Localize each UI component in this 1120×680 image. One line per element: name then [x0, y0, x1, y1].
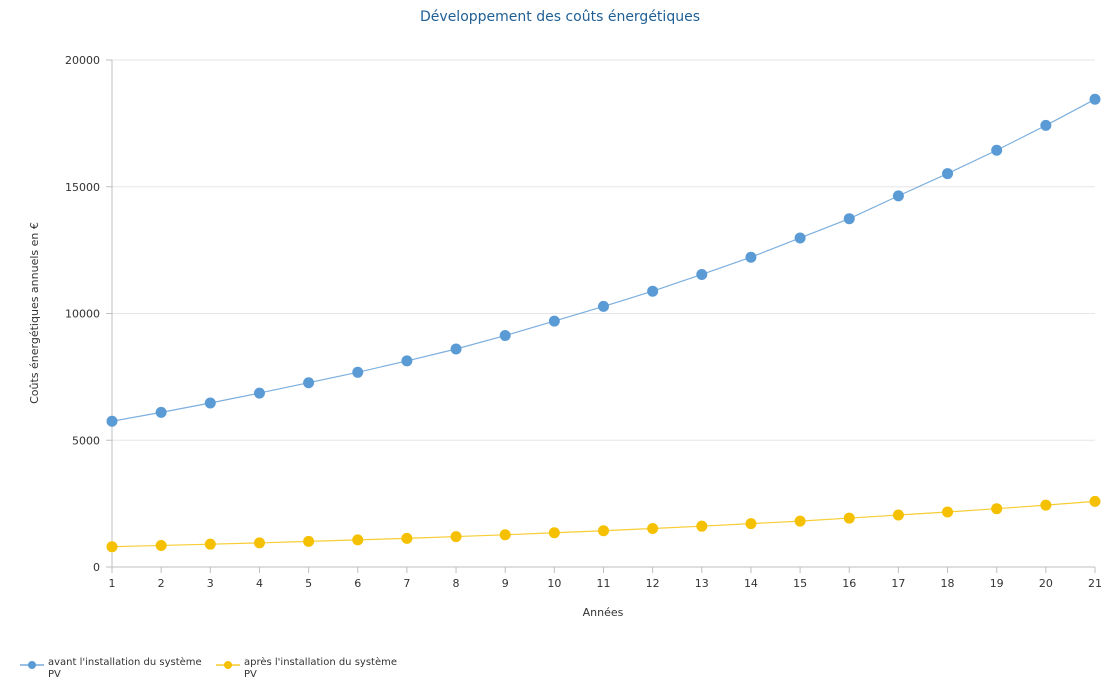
x-tick-label: 9: [502, 577, 509, 590]
x-tick-label: 8: [453, 577, 460, 590]
chart-title: Développement des coûts énergétiques: [420, 9, 700, 25]
x-tick-label: 3: [207, 577, 214, 590]
x-tick-label: 15: [793, 577, 807, 590]
data-point[interactable]: [892, 190, 904, 202]
data-point[interactable]: [548, 315, 560, 327]
data-point[interactable]: [352, 534, 364, 546]
data-point[interactable]: [253, 537, 265, 549]
data-point[interactable]: [204, 538, 216, 550]
legend-label: avant l'installation du système: [48, 656, 202, 668]
data-point[interactable]: [548, 527, 560, 539]
data-point[interactable]: [598, 525, 609, 537]
x-tick-label: 2: [158, 577, 165, 590]
data-point[interactable]: [696, 520, 708, 532]
x-tick-label: 10: [547, 577, 561, 590]
x-tick-label: 5: [305, 577, 312, 590]
data-point[interactable]: [794, 515, 806, 527]
data-point[interactable]: [401, 355, 413, 367]
y-axis-label: Coûts énergétiques annuels en €: [28, 222, 41, 404]
legend-label: PV: [244, 669, 257, 680]
data-point[interactable]: [106, 415, 118, 427]
data-point[interactable]: [450, 531, 462, 543]
y-tick-label: 5000: [72, 434, 100, 447]
data-point[interactable]: [1089, 495, 1101, 507]
x-tick-label: 1: [109, 577, 116, 590]
x-tick-labels: 1 2 3 4 5 6 7 8 9 10 11 12 13 14 15 16 17 18 19 20 21: [109, 577, 1103, 590]
data-point[interactable]: [942, 168, 954, 180]
y-tick-label: 20000: [65, 54, 100, 67]
data-point[interactable]: [745, 518, 757, 530]
data-point[interactable]: [253, 387, 265, 399]
data-point[interactable]: [499, 330, 511, 342]
data-point[interactable]: [352, 366, 364, 378]
x-tick-label: 19: [990, 577, 1004, 590]
data-point[interactable]: [155, 406, 167, 418]
x-tick-label: 6: [354, 577, 361, 590]
data-point[interactable]: [696, 268, 708, 280]
axes: [106, 59, 1096, 573]
x-tick-label: 4: [256, 577, 263, 590]
data-point[interactable]: [1040, 119, 1052, 131]
data-point[interactable]: [942, 506, 954, 518]
data-point[interactable]: [303, 535, 315, 547]
series-1: [106, 93, 1101, 427]
data-point[interactable]: [745, 251, 757, 263]
data-point[interactable]: [106, 541, 118, 553]
x-tick-label: 18: [941, 577, 955, 590]
y-tick-label: 15000: [65, 181, 100, 194]
data-point[interactable]: [843, 512, 855, 524]
x-tick-label: 12: [646, 577, 660, 590]
legend-label: PV: [48, 669, 61, 680]
data-point[interactable]: [155, 539, 167, 551]
data-point[interactable]: [499, 529, 511, 541]
data-point[interactable]: [204, 397, 216, 409]
x-tick-label: 21: [1088, 577, 1102, 590]
data-point[interactable]: [598, 300, 609, 312]
data-point[interactable]: [1040, 499, 1052, 511]
series-group: [106, 93, 1101, 553]
x-axis-label: Années: [583, 606, 624, 619]
data-point[interactable]: [843, 213, 855, 225]
y-tick-labels: 0 5000 10000 15000 20000: [65, 54, 100, 574]
x-tick-label: 16: [842, 577, 856, 590]
legend-marker: [224, 661, 232, 669]
data-point[interactable]: [892, 509, 904, 521]
data-point[interactable]: [991, 503, 1003, 515]
y-tick-label: 10000: [65, 308, 100, 321]
data-point[interactable]: [794, 232, 806, 244]
data-point[interactable]: [647, 285, 659, 297]
gridlines: [112, 59, 1095, 441]
y-tick-label: 0: [93, 561, 100, 574]
x-tick-label: 14: [744, 577, 758, 590]
x-tick-label: 11: [597, 577, 611, 590]
x-tick-label: 7: [403, 577, 410, 590]
series-2: [106, 495, 1101, 553]
data-point[interactable]: [401, 532, 413, 544]
data-point[interactable]: [1089, 93, 1101, 105]
data-point[interactable]: [991, 144, 1003, 156]
x-tick-label: 20: [1039, 577, 1053, 590]
data-point[interactable]: [303, 377, 315, 389]
x-tick-label: 17: [891, 577, 905, 590]
legend-marker: [28, 661, 36, 669]
legend-label: après l'installation du système: [244, 656, 397, 668]
series-line: [111, 98, 1096, 422]
data-point[interactable]: [647, 522, 659, 534]
data-point[interactable]: [450, 343, 462, 355]
x-tick-label: 13: [695, 577, 709, 590]
